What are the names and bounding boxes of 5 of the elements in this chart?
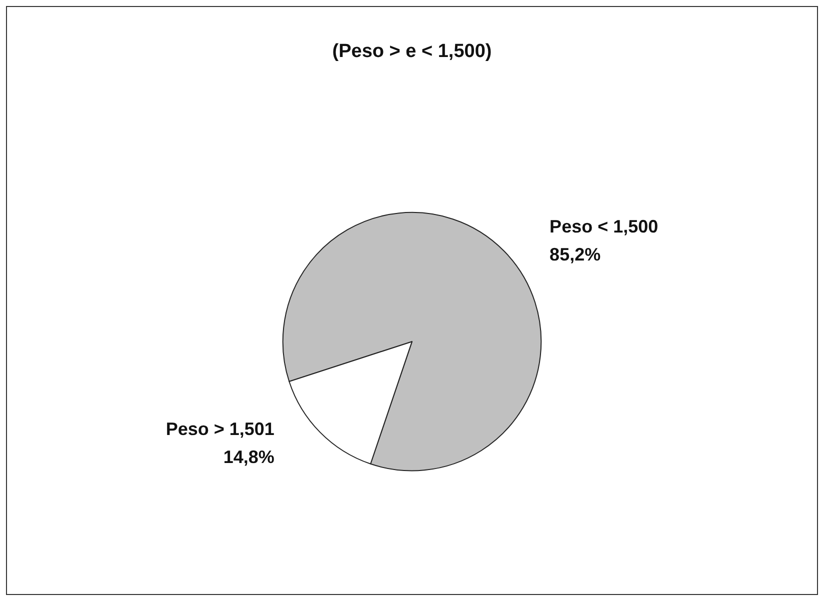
data-label: 14,8% xyxy=(223,446,274,467)
slice-label: Peso > 1,501 xyxy=(166,418,274,439)
data-label: 85,2% xyxy=(550,244,601,264)
chart-title: (Peso > e < 1,500) xyxy=(332,41,492,62)
slice-label: Peso < 1,500 xyxy=(550,216,658,236)
